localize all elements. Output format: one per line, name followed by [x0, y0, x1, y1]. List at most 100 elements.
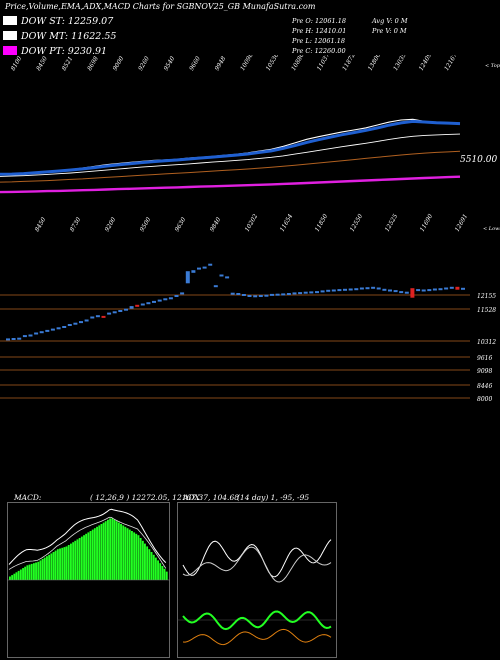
up-candle [382, 288, 387, 291]
price-level-label: 10312 [477, 339, 496, 346]
legend-dow-pt-label: DOW PT: 9230.91 [21, 46, 108, 57]
up-candle [253, 295, 258, 298]
price-top-label: 12550 [349, 213, 365, 233]
up-candle [202, 266, 207, 269]
ema-line-price [0, 118, 461, 176]
up-candle [79, 321, 83, 324]
up-candle [376, 287, 381, 290]
macd-histogram-bar [139, 538, 142, 580]
price-top-label: 11654 [279, 213, 295, 233]
ema-top-label: 12167 [443, 55, 459, 72]
macd-histogram-bar [48, 554, 51, 580]
macd-histogram-bar [17, 570, 20, 580]
macd-histogram-bar [96, 526, 98, 580]
up-candle [22, 335, 27, 338]
ema-top-label: 11037 [316, 55, 332, 72]
price-top-label: 11690 [419, 213, 435, 233]
ema-top-label: 9660 [188, 55, 202, 72]
legend-swatch-mt [3, 31, 17, 40]
ema-top-label: 9000 [112, 55, 126, 72]
macd-histogram-bar [15, 572, 18, 580]
macd-histogram-bar [128, 529, 131, 580]
legend-dow-pt: DOW PT: 9230.91 [3, 46, 110, 57]
up-candle [309, 291, 314, 294]
macd-histogram-bar [19, 569, 22, 580]
up-candle [326, 289, 331, 292]
ema-top-label: 11872 [341, 55, 357, 72]
macd-label: MACD: [14, 493, 42, 502]
ohlc-close: Pre C: 12260.00 [292, 47, 346, 55]
up-candle [264, 294, 269, 297]
macd-histogram-bar [87, 532, 90, 580]
legend-dow-st-label: DOW ST: 12259.07 [21, 16, 114, 27]
avg-volume: Avg V: 0 M [372, 17, 408, 25]
macd-signal-line [8, 516, 167, 570]
macd-histogram-bar [52, 552, 55, 580]
macd-histogram-bar [102, 522, 105, 580]
macd-histogram-bar [117, 522, 120, 580]
price-lows-axis-label: < Lows [483, 226, 500, 232]
macd-histogram-bar [43, 557, 46, 580]
up-candle [270, 293, 274, 296]
up-candle [50, 328, 55, 331]
up-candle [17, 337, 22, 340]
up-candle [67, 324, 72, 326]
macd-histogram-bar [63, 547, 66, 580]
macd-histogram-bar [35, 562, 37, 580]
price-top-label: 9630 [174, 216, 188, 233]
macd-histogram-bar [141, 540, 144, 580]
up-candle [213, 285, 218, 288]
macd-histogram-bar [148, 549, 151, 580]
up-candle [258, 295, 263, 297]
macd-histogram-bar [11, 575, 14, 580]
macd-histogram-bar [107, 519, 109, 580]
macd-histogram-bar [56, 549, 59, 580]
macd-histogram-bar [24, 566, 27, 580]
up-candle [39, 331, 44, 334]
down-candle [135, 304, 140, 307]
macd-chart [7, 502, 170, 658]
macd-histogram-bar [67, 545, 70, 580]
up-candle [320, 290, 325, 293]
macd-histogram-bar [98, 525, 101, 580]
adx-minus-di-line [182, 546, 332, 583]
up-candle [124, 308, 128, 311]
up-candle [399, 291, 404, 294]
macd-histogram-bar [159, 563, 162, 580]
ema-top-label: 13800 [367, 55, 383, 72]
price-top-label: 11850 [314, 213, 330, 233]
macd-histogram-bar [93, 528, 96, 580]
ema-top-label: 10536 [265, 55, 281, 72]
price-top-label: 12525 [384, 213, 400, 233]
up-candle [185, 271, 190, 284]
up-candle [168, 297, 173, 300]
ema-top-label: 9260 [137, 55, 151, 72]
chart-header: Price,Volume,EMA,ADX,MACD Charts for SGB… [5, 2, 316, 11]
up-candle [315, 291, 319, 294]
macd-histogram-bar [163, 568, 166, 580]
up-candle [427, 289, 432, 292]
up-candle [331, 289, 336, 292]
macd-histogram-bar [9, 576, 11, 580]
up-candle [118, 310, 123, 312]
up-candle [197, 267, 201, 270]
up-candle [56, 327, 61, 330]
macd-histogram-bar [74, 540, 77, 580]
up-candle [107, 312, 112, 315]
up-candle [84, 319, 89, 322]
legend-dow-mt-label: DOW MT: 11622.55 [21, 31, 117, 42]
up-candle [6, 338, 10, 341]
price-level-label: 8000 [477, 396, 492, 403]
up-candle [365, 287, 370, 290]
up-candle [219, 274, 224, 277]
ema-value-label: 5510.00 [460, 155, 497, 165]
macd-histogram-bar [83, 535, 85, 580]
price-level-label: 12155 [477, 293, 496, 300]
macd-histogram-bar [91, 529, 94, 580]
legend-swatch-st [3, 16, 17, 25]
down-candle [410, 288, 415, 298]
up-candle [236, 293, 241, 295]
adx-frame [177, 502, 337, 658]
macd-histogram-bar [46, 556, 48, 580]
up-candle [112, 311, 117, 314]
